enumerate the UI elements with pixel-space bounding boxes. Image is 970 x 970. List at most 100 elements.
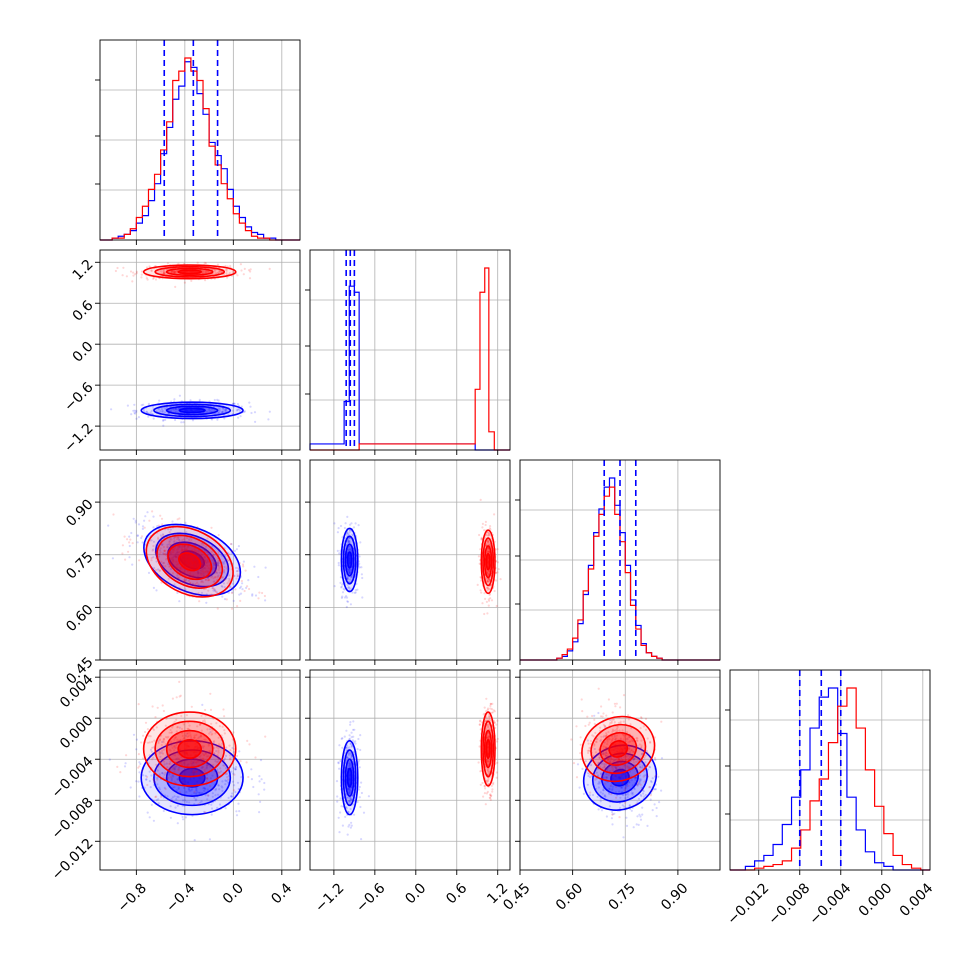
scatter-point — [341, 583, 344, 586]
scatter-point — [653, 788, 657, 791]
scatter-point — [238, 593, 241, 596]
scatter-point — [161, 757, 164, 761]
scatter-point — [141, 527, 144, 531]
scatter-point — [603, 764, 606, 767]
scatter-point — [611, 767, 614, 770]
scatter-point — [150, 269, 153, 272]
scatter-point — [176, 518, 179, 521]
scatter-point — [212, 589, 215, 592]
scatter-point — [485, 600, 488, 604]
scatter-point — [205, 755, 208, 758]
scatter-point — [150, 269, 153, 273]
scatter-point — [485, 736, 489, 739]
scatter-point — [181, 539, 184, 542]
scatter-point — [607, 731, 610, 734]
scatter-point — [158, 555, 161, 558]
scatter-point — [614, 705, 617, 708]
scatter-point — [632, 750, 635, 753]
scatter-point — [189, 735, 192, 738]
scatter-point — [176, 551, 179, 554]
scatter-point — [235, 814, 239, 817]
scatter-point — [258, 780, 261, 783]
scatter-point — [597, 782, 600, 785]
scatter-point — [233, 773, 236, 776]
scatter-point — [234, 768, 237, 771]
scatter-point — [180, 549, 183, 553]
scatter-point — [198, 736, 201, 739]
scatter-point — [203, 789, 206, 792]
scatter-point — [609, 759, 612, 763]
scatter-point — [209, 708, 213, 712]
contour-line-red — [608, 740, 629, 758]
scatter-point — [170, 552, 173, 555]
scatter-point — [354, 591, 357, 594]
scatter-point — [185, 549, 188, 552]
scatter-point — [348, 789, 351, 792]
scatter-point — [170, 798, 173, 801]
scatter-point — [201, 720, 205, 723]
scatter-point — [346, 787, 350, 790]
scatter-point — [639, 783, 642, 786]
scatter-point — [203, 770, 206, 773]
scatter-point — [191, 575, 194, 578]
scatter-point — [179, 761, 182, 765]
scatter-point — [173, 768, 176, 771]
scatter-point — [349, 798, 353, 801]
scatter-point — [192, 760, 195, 763]
scatter-point — [258, 811, 261, 814]
scatter-point — [216, 772, 219, 776]
scatter-point — [133, 403, 136, 406]
scatter-point — [618, 759, 621, 762]
scatter-point — [241, 563, 245, 566]
scatter-point — [157, 524, 161, 527]
scatter-point — [627, 714, 630, 717]
scatter-point — [161, 704, 164, 707]
scatter-point — [488, 714, 491, 718]
scatter-point — [174, 553, 178, 556]
scatter-point — [166, 795, 169, 798]
scatter-point — [636, 815, 639, 818]
panel-content — [107, 510, 267, 610]
scatter-point — [211, 795, 214, 798]
scatter-point — [216, 263, 219, 266]
scatter-point — [341, 737, 344, 740]
scatter-point — [653, 756, 657, 760]
scatter-point — [173, 770, 176, 773]
scatter-point — [164, 771, 167, 774]
scatter-point — [206, 559, 209, 562]
scatter-point — [153, 567, 156, 570]
scatter-point — [229, 542, 233, 546]
scatter-point — [170, 779, 173, 782]
contour-line-red — [178, 552, 202, 572]
scatter-point — [157, 740, 160, 743]
scatter-point — [220, 410, 224, 413]
scatter-point — [168, 531, 171, 534]
y-tick-label: 0.000 — [57, 713, 97, 753]
scatter-point — [182, 738, 185, 741]
scatter-point — [489, 794, 492, 798]
scatter-point — [607, 698, 611, 701]
scatter-point — [610, 739, 614, 743]
scatter-point — [201, 565, 204, 568]
scatter-point — [224, 268, 228, 271]
scatter-point — [641, 753, 644, 756]
scatter-point — [215, 722, 218, 725]
scatter-point — [205, 766, 209, 769]
scatter-point — [348, 799, 351, 802]
scatter-point — [486, 779, 489, 782]
scatter-point — [233, 549, 236, 553]
scatter-point — [607, 738, 610, 741]
scatter-point — [224, 409, 227, 412]
scatter-point — [570, 738, 573, 741]
scatter-point — [487, 547, 490, 550]
scatter-point — [208, 838, 211, 841]
scatter-point — [480, 536, 483, 539]
scatter-point — [182, 736, 186, 740]
scatter-point — [218, 771, 221, 774]
panel-frame — [99, 39, 301, 241]
scatter-point — [489, 793, 492, 796]
scatter-point — [204, 270, 207, 273]
scatter-point — [207, 755, 210, 758]
scatter-point — [166, 766, 169, 769]
scatter-point — [216, 564, 220, 567]
